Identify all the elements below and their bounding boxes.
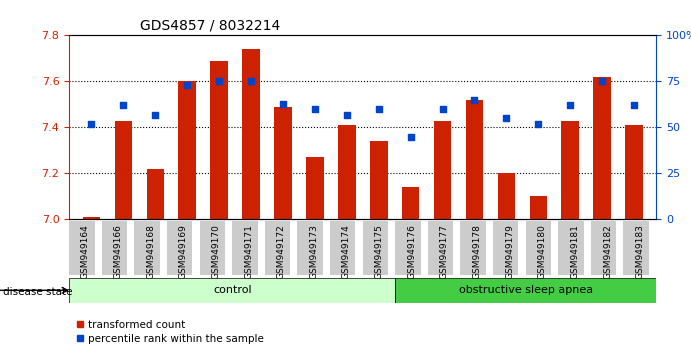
Point (245, 79, 256, 84)
FancyBboxPatch shape (525, 221, 551, 275)
FancyBboxPatch shape (363, 221, 388, 275)
Text: GSM949182: GSM949182 (603, 224, 612, 279)
Bar (370, 141, 388, 219)
FancyBboxPatch shape (558, 221, 584, 275)
Bar (306, 158, 323, 219)
Text: GSM949178: GSM949178 (473, 224, 482, 279)
FancyBboxPatch shape (167, 221, 192, 275)
Point (214, 79, 225, 84)
Bar (338, 125, 356, 219)
Bar (402, 187, 419, 219)
Point (533, 121, 544, 127)
Point (596, 79, 607, 84)
Bar (529, 196, 547, 219)
FancyBboxPatch shape (232, 221, 258, 275)
FancyBboxPatch shape (297, 221, 323, 275)
Text: GSM949179: GSM949179 (505, 224, 514, 279)
FancyBboxPatch shape (200, 221, 225, 275)
Point (86, 121, 97, 127)
Point (405, 134, 416, 139)
FancyBboxPatch shape (428, 221, 453, 275)
Text: GSM949166: GSM949166 (113, 224, 122, 279)
Text: GSM949183: GSM949183 (636, 224, 645, 279)
Text: GSM949164: GSM949164 (81, 224, 90, 279)
Point (182, 82, 193, 88)
Text: obstructive sleep apnea: obstructive sleep apnea (459, 285, 593, 295)
Text: disease state: disease state (3, 287, 73, 297)
Bar (274, 107, 292, 219)
Legend: transformed count, percentile rank within the sample: transformed count, percentile rank withi… (75, 320, 264, 344)
Text: GSM949181: GSM949181 (570, 224, 579, 279)
Text: GSM949170: GSM949170 (211, 224, 220, 279)
Point (437, 106, 448, 112)
FancyBboxPatch shape (591, 221, 616, 275)
Point (565, 103, 576, 108)
Text: GSM949173: GSM949173 (310, 224, 319, 279)
Point (118, 103, 129, 108)
Bar (625, 125, 643, 219)
FancyBboxPatch shape (69, 278, 395, 303)
Text: GSM949172: GSM949172 (276, 224, 285, 279)
Bar (434, 121, 451, 219)
Bar (498, 173, 515, 219)
Point (150, 112, 161, 118)
Point (469, 97, 480, 103)
FancyBboxPatch shape (330, 221, 355, 275)
Text: GSM949176: GSM949176 (407, 224, 416, 279)
Bar (562, 121, 579, 219)
Text: control: control (213, 285, 252, 295)
Point (629, 103, 640, 108)
FancyBboxPatch shape (102, 221, 127, 275)
Point (341, 112, 352, 118)
Point (310, 106, 321, 112)
Text: GSM949174: GSM949174 (342, 224, 351, 279)
Bar (115, 121, 132, 219)
FancyBboxPatch shape (395, 221, 421, 275)
Bar (466, 100, 483, 219)
FancyBboxPatch shape (493, 221, 518, 275)
Point (501, 115, 512, 121)
FancyBboxPatch shape (134, 221, 160, 275)
Point (373, 106, 384, 112)
FancyBboxPatch shape (395, 278, 656, 303)
Bar (146, 169, 164, 219)
FancyBboxPatch shape (69, 221, 95, 275)
Text: GSM949175: GSM949175 (375, 224, 384, 279)
Text: GSM949169: GSM949169 (179, 224, 188, 279)
Bar (210, 61, 228, 219)
FancyBboxPatch shape (623, 221, 649, 275)
FancyBboxPatch shape (460, 221, 486, 275)
Text: GSM949168: GSM949168 (146, 224, 155, 279)
Bar (594, 77, 611, 219)
Text: GDS4857 / 8032214: GDS4857 / 8032214 (140, 19, 280, 33)
Bar (243, 49, 260, 219)
Text: GSM949180: GSM949180 (538, 224, 547, 279)
Text: GSM949177: GSM949177 (440, 224, 449, 279)
Point (278, 101, 289, 106)
Text: GSM949171: GSM949171 (244, 224, 253, 279)
Bar (178, 81, 196, 219)
FancyBboxPatch shape (265, 221, 290, 275)
Bar (83, 217, 100, 219)
